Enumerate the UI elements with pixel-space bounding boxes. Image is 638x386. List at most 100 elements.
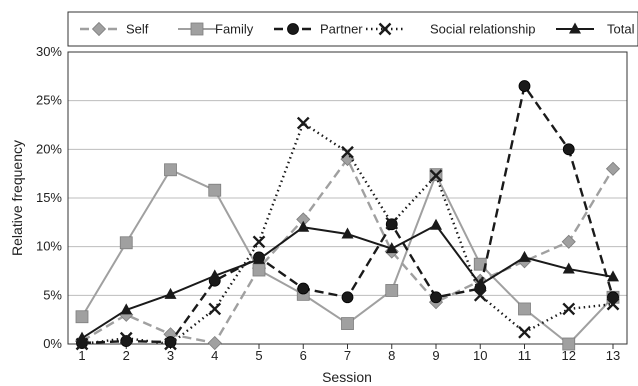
x-tick-label: 6 [300, 348, 307, 363]
data-point [208, 269, 221, 281]
legend-item: Social relationship [366, 22, 536, 37]
x-marker-stroke [518, 325, 531, 339]
x-marker-stroke [164, 337, 177, 351]
data-point [296, 116, 310, 130]
data-point [341, 227, 354, 239]
x-axis-title: Session [322, 369, 372, 385]
y-tick-label: 5% [43, 287, 62, 302]
legend: Self Family Partner Social relationship Tota… [67, 11, 638, 47]
data-point [341, 145, 354, 159]
data-point [430, 218, 442, 230]
series-layer [74, 80, 621, 351]
series-total [76, 218, 619, 343]
data-point [164, 336, 177, 348]
x-tick-label: 13 [606, 348, 620, 363]
data-point [562, 143, 575, 156]
data-point [208, 183, 222, 197]
data-point [429, 169, 443, 182]
grid [68, 51, 627, 296]
x-marker-stroke [208, 302, 222, 316]
data-point [518, 250, 531, 262]
x-tick-label: 11 [518, 348, 532, 363]
x-marker-stroke [606, 297, 620, 311]
x-tick-label: 7 [344, 348, 351, 363]
legend-label: Partner [320, 22, 363, 37]
data-point [76, 331, 88, 343]
data-point [562, 337, 576, 351]
data-point [297, 282, 310, 295]
axes: 0%5%10%15%20%25%30%1 2 3 4 5 6 7 8 9 10 11 12 13 [36, 44, 628, 363]
legend-label: Family [215, 22, 254, 37]
y-tick-label: 15% [36, 190, 62, 205]
x-marker-stroke [473, 288, 487, 302]
data-point [208, 302, 222, 316]
legend-box [67, 11, 638, 47]
data-point [75, 310, 89, 324]
x-tick-label: 8 [388, 348, 395, 363]
data-point [119, 236, 133, 250]
data-point [518, 325, 531, 339]
y-axis-title: Relative frequency [9, 140, 25, 256]
legend-swatch-marker [378, 22, 392, 36]
y-tick-label: 25% [36, 93, 62, 108]
series-family [75, 163, 620, 351]
series-partner [76, 80, 619, 349]
x-marker-stroke [562, 302, 576, 316]
legend-swatch-marker [287, 23, 299, 35]
data-point [120, 303, 133, 315]
legend-swatch-marker [190, 22, 204, 36]
y-tick-label: 0% [43, 336, 62, 351]
data-point [385, 284, 399, 297]
legend-item: Self [80, 22, 149, 37]
data-point [605, 161, 621, 176]
x-tick-label: 4 [211, 348, 218, 363]
data-point [607, 270, 619, 282]
data-point [518, 302, 531, 316]
x-marker-stroke [252, 235, 266, 249]
legend-item: Partner [274, 22, 363, 37]
series-social-relationship [75, 116, 620, 351]
data-point [119, 331, 133, 345]
legend-item: Family [178, 22, 254, 37]
data-point [385, 216, 399, 230]
data-point [473, 288, 487, 302]
x-tick-label: 10 [473, 348, 487, 363]
data-point [164, 337, 177, 351]
x-tick-label: 5 [255, 348, 262, 363]
data-point [518, 80, 531, 92]
data-point [164, 287, 177, 299]
data-point [341, 291, 354, 304]
x-marker-stroke [378, 22, 392, 36]
x-tick-label: 1 [78, 348, 85, 363]
x-tick-label: 2 [123, 348, 130, 363]
legend-label: Social relationship [430, 22, 536, 37]
data-point [561, 234, 576, 249]
y-tick-label: 30% [36, 44, 62, 59]
x-marker-stroke [429, 169, 443, 182]
x-marker-stroke [296, 116, 310, 130]
x-marker-stroke [119, 331, 133, 345]
data-point [207, 335, 222, 351]
data-point [297, 220, 310, 232]
data-point [120, 335, 133, 347]
x-tick-label: 3 [167, 348, 174, 363]
series-line [81, 84, 615, 345]
data-point [341, 317, 354, 330]
x-tick-label: 9 [432, 348, 439, 363]
data-point [474, 278, 487, 290]
data-point [252, 235, 266, 249]
legend-item: Total [556, 22, 635, 37]
y-tick-label: 10% [36, 239, 62, 254]
legend-label: Total [607, 22, 635, 37]
data-point [253, 252, 265, 264]
legend-swatch-marker [569, 22, 581, 34]
data-point [562, 302, 576, 316]
x-marker-stroke [385, 216, 399, 230]
data-point [385, 242, 398, 254]
x-tick-label: 12 [562, 348, 576, 363]
x-marker-stroke [341, 145, 354, 159]
data-point [164, 163, 177, 177]
data-point [252, 263, 266, 277]
